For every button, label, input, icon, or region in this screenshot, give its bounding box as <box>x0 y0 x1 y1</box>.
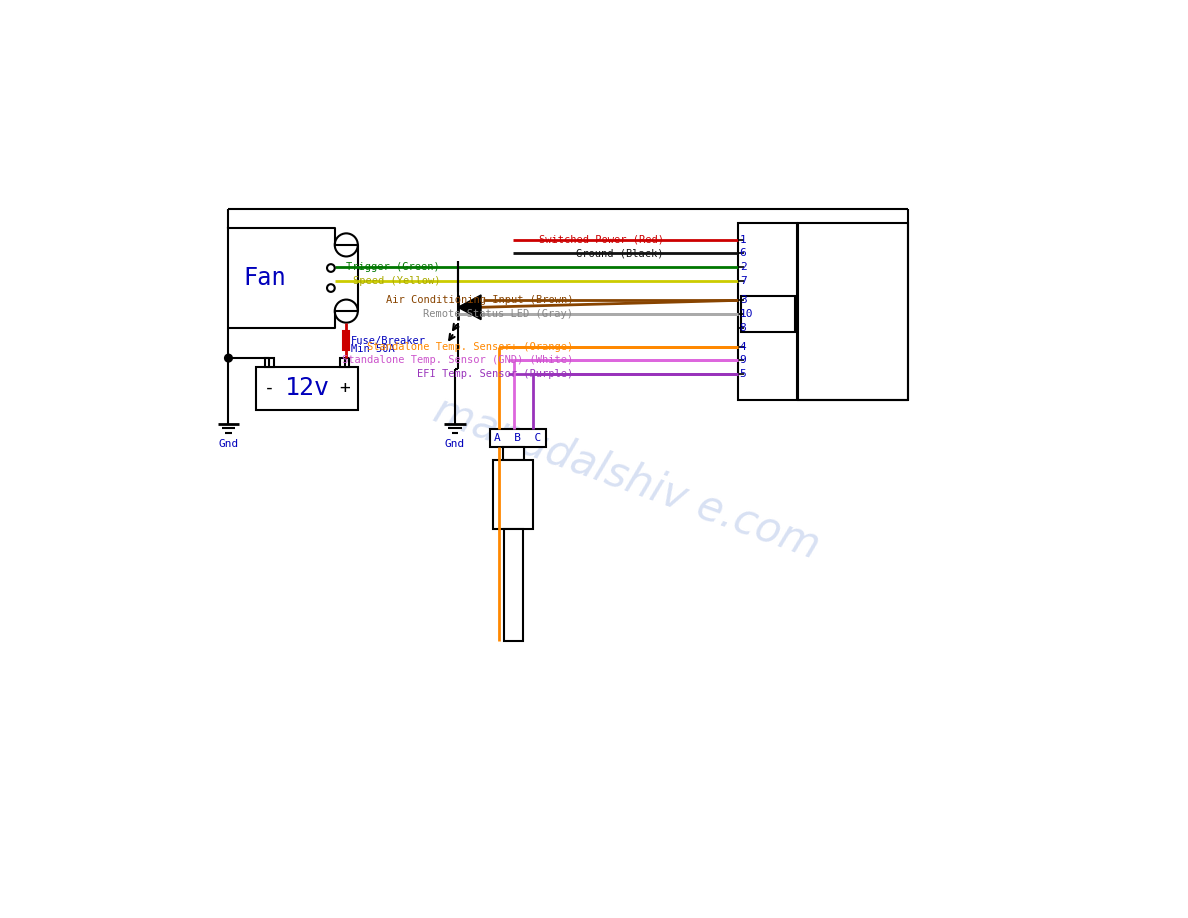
Text: -: - <box>264 379 274 397</box>
Text: Standalone Temp. Sensor (GND) (White): Standalone Temp. Sensor (GND) (White) <box>342 355 574 365</box>
Bar <box>797 223 908 400</box>
Text: Remote Status LED (Gray): Remote Status LED (Gray) <box>423 309 574 319</box>
Text: Air Conditioning Input (Brown): Air Conditioning Input (Brown) <box>386 296 574 306</box>
Text: Fan: Fan <box>244 266 286 290</box>
Bar <box>343 331 349 350</box>
Text: 12v: 12v <box>284 376 329 400</box>
Bar <box>503 447 524 460</box>
Bar <box>340 358 349 366</box>
Text: Min 50A: Min 50A <box>350 344 394 354</box>
Text: Ground (Black): Ground (Black) <box>576 249 664 258</box>
Text: Trigger (Green): Trigger (Green) <box>347 263 441 273</box>
Bar <box>265 358 274 366</box>
Text: 1: 1 <box>740 234 746 244</box>
Text: Speed (Yellow): Speed (Yellow) <box>353 276 441 286</box>
Text: EFI Temp. Sensor (Purple): EFI Temp. Sensor (Purple) <box>417 369 574 379</box>
Text: Gnd: Gnd <box>444 439 465 449</box>
Text: 7: 7 <box>740 276 746 286</box>
Text: manudalshiv e.com: manudalshiv e.com <box>429 388 826 567</box>
Text: A  B  C: A B C <box>494 433 542 443</box>
Bar <box>504 529 523 641</box>
Text: 2: 2 <box>740 263 746 273</box>
Text: 6: 6 <box>740 249 746 258</box>
Text: 10: 10 <box>740 309 753 319</box>
Text: 5: 5 <box>740 369 746 379</box>
Text: Fuse/Breaker: Fuse/Breaker <box>350 336 426 346</box>
Circle shape <box>225 354 233 362</box>
Text: Switched Power (Red): Switched Power (Red) <box>538 234 664 244</box>
Bar <box>491 429 545 447</box>
Polygon shape <box>457 295 481 319</box>
Text: +: + <box>340 379 350 397</box>
Text: Gnd: Gnd <box>219 439 239 449</box>
Text: 9: 9 <box>740 355 746 365</box>
Text: Standalone Temp. Sensor+ (Orange): Standalone Temp. Sensor+ (Orange) <box>367 341 574 352</box>
Bar <box>740 297 795 332</box>
Text: 3: 3 <box>740 296 746 306</box>
Text: 4: 4 <box>740 341 746 352</box>
Bar <box>257 366 358 410</box>
Text: 8: 8 <box>740 323 746 333</box>
Bar <box>738 223 797 400</box>
Bar <box>493 460 533 529</box>
